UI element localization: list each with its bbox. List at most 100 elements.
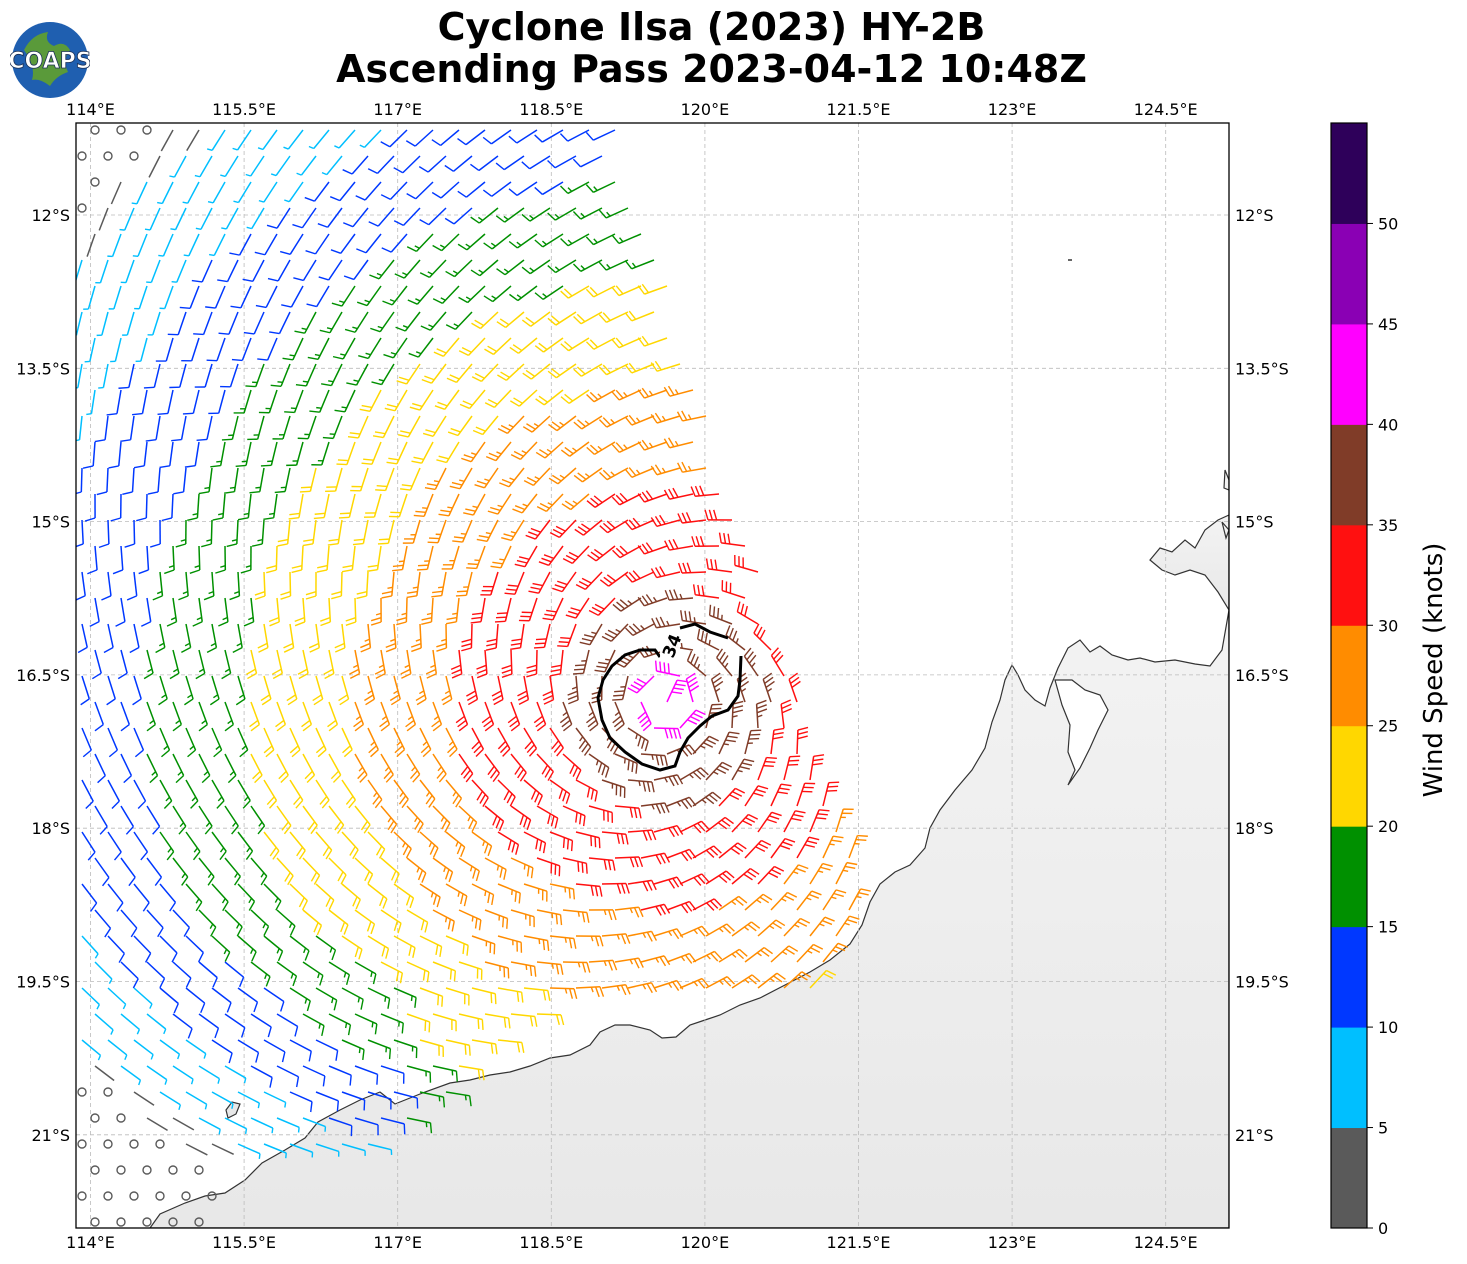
colorbar-segment — [1331, 323, 1367, 425]
wind-barb — [146, 909, 164, 929]
wind-barb — [81, 935, 99, 955]
wind-barb — [225, 207, 239, 230]
wind-barb — [554, 155, 577, 169]
wind-barb — [529, 155, 551, 170]
wind-barb — [133, 675, 142, 700]
wind-barb — [187, 181, 200, 204]
colorbar-segment — [1331, 223, 1367, 325]
wind-barb — [81, 779, 94, 802]
lon-tick-bottom: 124.5°E — [1134, 1233, 1198, 1252]
wind-barb — [389, 129, 408, 148]
wind-barb — [251, 207, 265, 230]
lat-tick-left: 19.5°S — [16, 973, 70, 992]
wind-barb — [99, 259, 109, 284]
lon-tick-top: 115.5°E — [212, 100, 276, 119]
lon-tick-top: 121.5°E — [827, 100, 891, 119]
wind-barb — [327, 207, 343, 228]
wind-barb — [377, 207, 395, 227]
wind-barb — [161, 181, 174, 204]
wind-barb — [354, 1065, 378, 1075]
wind-barb — [224, 1013, 246, 1029]
colorbar-segment — [1331, 625, 1367, 727]
wind-barb — [94, 909, 112, 929]
lat-tick-right: 19.5°S — [1235, 973, 1289, 992]
wind-barb — [567, 129, 590, 142]
wind-barb — [224, 1117, 247, 1130]
wind-barb — [237, 987, 258, 1003]
wind-barb — [125, 259, 135, 283]
wind-barb — [133, 519, 136, 545]
wind-barb — [354, 1117, 379, 1126]
wind-barb — [133, 831, 149, 853]
wind-barb — [133, 987, 153, 1005]
wind-barb — [146, 1065, 168, 1081]
wind-barb — [237, 1091, 260, 1104]
wind-barb — [76, 311, 83, 336]
wind-barb — [146, 805, 161, 827]
latitude-labels-right: 12°S 13.5°S 15°S 16.5°S 18°S 19.5°S 21°S — [1235, 206, 1289, 1145]
wind-barb — [465, 181, 486, 198]
lon-tick-top: 120°E — [681, 100, 730, 119]
wind-barb — [164, 285, 174, 309]
wind-barb — [107, 519, 110, 545]
wind-barb — [277, 259, 291, 282]
wind-barb — [238, 233, 252, 256]
wind-barb — [94, 961, 113, 980]
wind-barb — [169, 441, 174, 466]
wind-barb — [414, 129, 434, 147]
wind-barb — [263, 1143, 287, 1154]
lat-tick-right: 16.5°S — [1235, 666, 1289, 685]
wind-barb — [376, 155, 395, 174]
wind-barb — [110, 181, 122, 205]
wind-barb — [224, 1065, 247, 1079]
wind-barb — [440, 129, 460, 146]
wind-barb — [402, 207, 421, 226]
wind-barb — [252, 259, 265, 282]
wind-barb — [176, 259, 187, 283]
title-line-2: Ascending Pass 2023-04-12 10:48Z — [336, 47, 1087, 91]
wind-barb — [202, 311, 213, 335]
wind-barb — [224, 155, 239, 177]
wind-barb — [107, 935, 125, 955]
colorbar-label: Wind Speed (knots) — [1419, 543, 1449, 798]
wind-barb — [120, 701, 131, 725]
wind-barb — [81, 623, 88, 648]
wind-barb — [313, 181, 330, 202]
wind-barb — [81, 519, 84, 545]
wind-barb — [120, 1065, 141, 1081]
wind-barb — [146, 857, 163, 878]
wind-barb — [516, 129, 538, 144]
wind-barb — [265, 285, 278, 308]
wind-barb — [129, 415, 135, 440]
wind-barb — [352, 207, 369, 228]
wind-barbs — [76, 125, 871, 1227]
wind-barb — [179, 363, 187, 388]
colorbar-tick-label: 30 — [1378, 616, 1398, 635]
wind-barb — [107, 571, 112, 596]
wind-barb — [120, 909, 138, 929]
wind-barb — [172, 1117, 195, 1131]
wind-barb — [276, 1117, 300, 1128]
wind-barb — [152, 311, 161, 336]
wind-barb — [592, 129, 616, 141]
wind-barb — [113, 285, 122, 310]
wind-barb — [159, 883, 177, 903]
colorbar-tick-label: 20 — [1378, 817, 1398, 836]
wind-barb — [440, 181, 460, 199]
wind-barb — [300, 155, 317, 176]
wind-barb — [146, 597, 152, 622]
wind-barb — [340, 233, 356, 254]
wind-barb — [490, 129, 512, 145]
lat-tick-right: 21°S — [1235, 1126, 1274, 1145]
wind-barb — [107, 987, 127, 1005]
wind-barb — [94, 597, 100, 622]
wind-barb — [94, 649, 102, 674]
wind-barb — [81, 883, 98, 904]
wind-barb — [262, 129, 278, 150]
wind-barb — [190, 337, 200, 362]
wind-barb — [146, 1117, 168, 1132]
colorbar-tick-label: 50 — [1378, 214, 1398, 233]
wind-barb — [185, 987, 206, 1004]
wind-barb — [453, 207, 473, 225]
